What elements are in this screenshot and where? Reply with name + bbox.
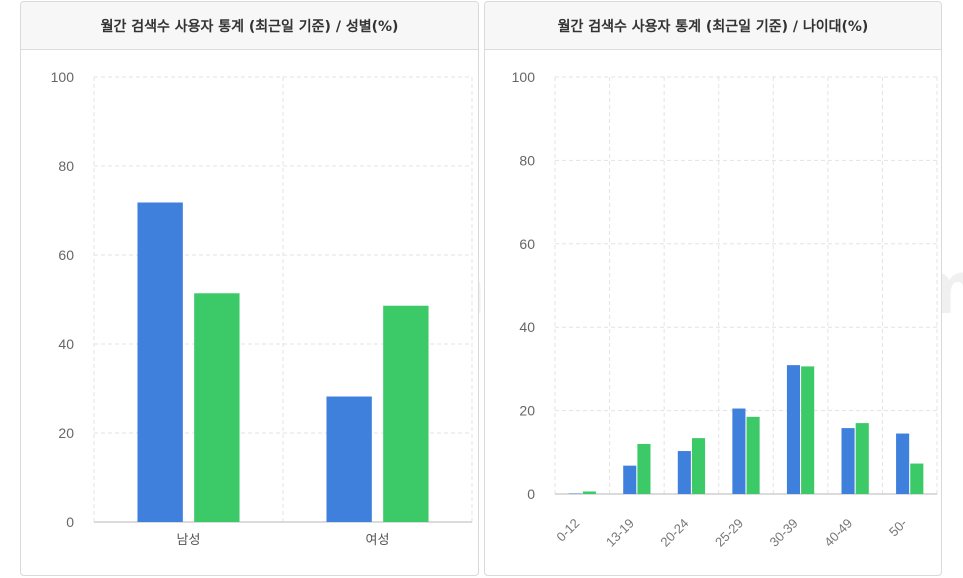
gender-y-tick-label: 20	[58, 425, 74, 441]
age-bar-13-19-s2	[637, 443, 651, 494]
gender-chart-panel: 월간 검색수 사용자 통계 (최근일 기준) / 성별(%) 0 20 40 60 80…	[20, 1, 479, 576]
age-x-tick-label: 25-29	[712, 516, 746, 550]
gender-chart-title: 월간 검색수 사용자 통계 (최근일 기준) / 성별(%)	[21, 2, 478, 50]
gender-x-tick-label: 남성	[177, 533, 201, 548]
age-y-tick-label: 20	[519, 403, 535, 419]
age-bar-40-49-s1	[841, 428, 855, 494]
gender-x-tick-label: 여성	[366, 533, 390, 548]
gender-chart: 0 20 40 60 80 100 남성 여성	[51, 69, 473, 548]
age-x-tick-label: 40-49	[821, 516, 855, 550]
age-bar-50--s2	[910, 463, 924, 494]
age-bar-13-19-s1	[623, 465, 637, 494]
age-bar-25-29-s2	[746, 416, 760, 494]
age-y-tick-label: 100	[512, 69, 536, 85]
age-y-tick-label: 80	[519, 152, 535, 168]
gender-bar-남성-s1	[137, 202, 183, 523]
age-x-tick-label: 30-39	[767, 516, 801, 550]
gender-y-tick-label: 40	[58, 336, 74, 352]
age-bar-20-24-s1	[677, 451, 691, 494]
gender-y-tick-label: 0	[66, 514, 74, 530]
gender-bar-여성-s2	[383, 305, 429, 522]
age-bar-30-39-s1	[786, 365, 801, 494]
age-y-tick-label: 60	[519, 236, 535, 252]
age-bar-30-39-s2	[801, 366, 815, 494]
age-x-tick-label: 20-24	[657, 516, 691, 550]
gender-y-tick-label: 80	[58, 158, 74, 174]
gender-y-tick-label: 100	[51, 69, 75, 85]
age-y-tick-label: 0	[527, 486, 535, 502]
age-bar-50--s1	[896, 433, 910, 494]
age-bar-0-12-s2	[582, 491, 596, 494]
age-y-tick-label: 40	[519, 319, 535, 335]
gender-bar-남성-s2	[194, 293, 240, 522]
gender-bar-여성-s1	[326, 396, 372, 522]
age-x-tick-label: 13-19	[603, 516, 637, 550]
age-x-tick-label: 50-	[886, 516, 910, 540]
age-x-tick-label: 0-12	[553, 516, 582, 545]
gender-y-tick-label: 60	[58, 247, 74, 263]
age-bar-25-29-s1	[732, 408, 746, 494]
age-bar-40-49-s2	[855, 423, 869, 494]
age-chart: 0 20 40 60 80 100 0-12 13-19 20-24 25-29 30-39 40-4…	[512, 69, 938, 550]
age-bar-20-24-s2	[691, 438, 706, 494]
age-chart-panel: 월간 검색수 사용자 통계 (최근일 기준) / 나이대(%) 0 20 40 60 8…	[484, 1, 942, 576]
age-chart-title: 월간 검색수 사용자 통계 (최근일 기준) / 나이대(%)	[485, 2, 941, 50]
